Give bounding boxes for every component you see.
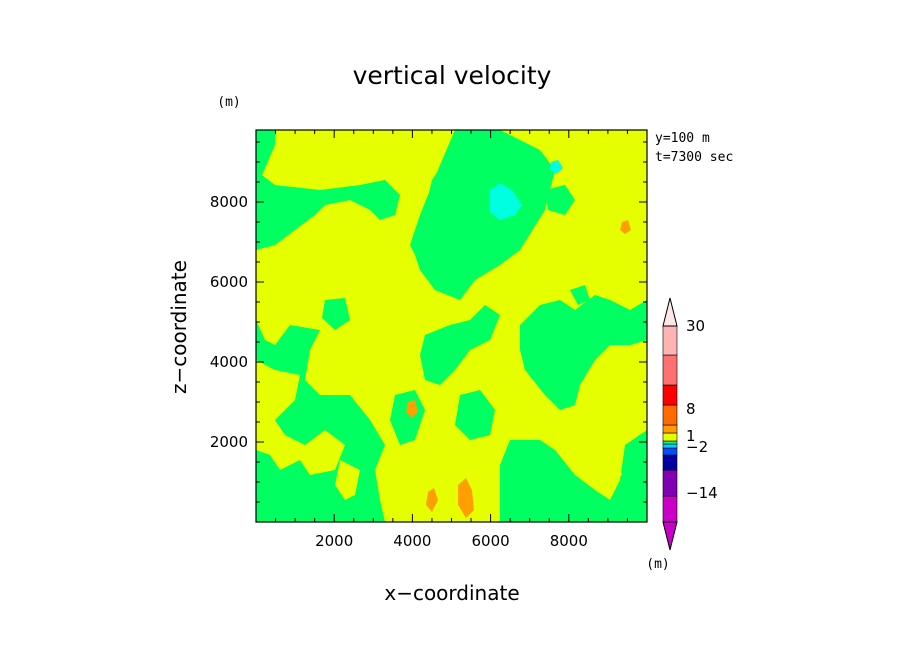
colorbar-label: 1: [686, 427, 696, 445]
x-tick-label: 8000: [550, 532, 588, 550]
region-downward: [455, 390, 495, 440]
colorbar-band: [662, 495, 678, 523]
region-strong-upward: [458, 478, 474, 518]
y-tick-label: 8000: [210, 193, 248, 211]
colorbar-band: [662, 454, 678, 471]
colorbar-label: −2: [686, 438, 708, 456]
region-upward: [512, 395, 540, 432]
region-downward: [322, 298, 350, 330]
annotation-t: t=7300 sec: [655, 150, 733, 165]
colorbar-band: [662, 325, 678, 356]
colorbar-band: [662, 469, 678, 497]
colorbar-max-arrow: [662, 297, 678, 327]
region-downward: [570, 285, 590, 305]
region-strong-upward: [426, 488, 438, 512]
colorbar-band: [662, 354, 678, 386]
chart-title: vertical velocity: [353, 61, 552, 90]
plot-area: [255, 129, 648, 523]
y-tick-label: 4000: [210, 353, 248, 371]
colorbar-band: [662, 424, 678, 434]
colorbar-unit: (m): [646, 557, 669, 572]
region-downward: [415, 145, 525, 270]
colorbar-band: [662, 384, 678, 406]
region-strong-downward: [490, 183, 522, 220]
colorbar-min-arrow: [662, 521, 678, 551]
colorbar: 30 8 1−2 −14: [662, 297, 718, 551]
region-strong-upward: [406, 400, 418, 418]
x-axis-label: x−coordinate: [384, 581, 519, 605]
y-tick-label: 2000: [210, 433, 248, 451]
colorbar-band: [662, 443, 678, 449]
y-unit-label: (m): [217, 95, 240, 110]
colorbar-band: [662, 440, 678, 445]
region-upward: [330, 260, 390, 300]
region-upward: [335, 460, 360, 500]
x-tick-label: 4000: [393, 532, 431, 550]
x-tick-label: 2000: [315, 532, 353, 550]
x-tick-label: 6000: [472, 532, 510, 550]
annotation-y: y=100 m: [655, 131, 710, 146]
region-downward: [420, 305, 500, 385]
colorbar-band: [662, 404, 678, 426]
colorbar-band: [662, 432, 678, 442]
colorbar-label: 8: [686, 400, 696, 418]
region-strong-upward: [620, 220, 631, 234]
region-upward: [590, 450, 622, 485]
region-strong-downward: [550, 160, 563, 174]
axes: 2000 4000 6000 8000 2000 4000 6000 8000: [210, 130, 647, 550]
colorbar-band: [662, 447, 678, 456]
region-downward: [545, 185, 575, 215]
y-axis-label: z−coordinate: [167, 260, 191, 394]
region-downward: [390, 390, 425, 445]
region-upward: [256, 360, 345, 475]
colorbar-label: −14: [686, 484, 718, 502]
colorbar-label: 30: [686, 317, 705, 335]
y-tick-label: 6000: [210, 273, 248, 291]
